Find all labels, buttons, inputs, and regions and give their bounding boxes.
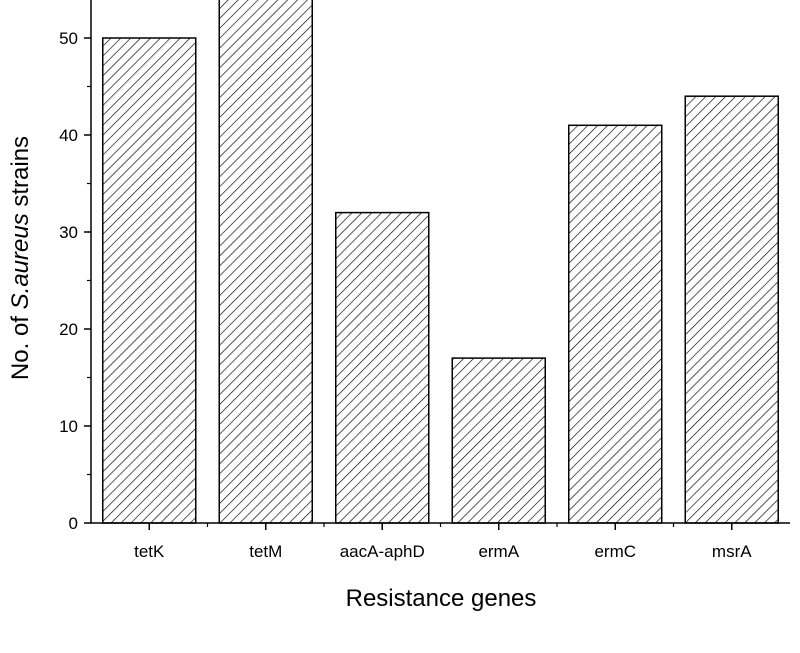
ticks: tetK tetM aacA-aphD ermA ermC msrA 0 10 20 30 40 50 — [59, 29, 752, 561]
y-axis-title-suffix: strains — [7, 136, 34, 213]
x-tick-label: msrA — [712, 542, 752, 561]
bar-aacA-aphD — [335, 211, 430, 524]
x-tick-label: ermA — [478, 542, 519, 561]
x-axis-title: Resistance genes — [346, 585, 537, 612]
x-tick-label: tetK — [134, 542, 165, 561]
y-tick-label: 30 — [59, 223, 78, 242]
bar-tetK — [102, 37, 197, 524]
x-tick-label: tetM — [249, 542, 282, 561]
bar-ermA — [451, 357, 546, 524]
bars — [102, 0, 779, 524]
y-axis-title-prefix: No. of — [7, 309, 34, 380]
y-axis-title-species: S.aureus — [7, 213, 34, 309]
bar-ermC — [568, 124, 663, 524]
x-tick-label: aacA-aphD — [340, 542, 425, 561]
y-tick-label: 20 — [59, 320, 78, 339]
y-tick-label: 10 — [59, 417, 78, 436]
y-axis-title: No. of S.aureus strains — [7, 136, 34, 380]
x-tick-label: ermC — [594, 542, 636, 561]
bar-msrA — [684, 95, 779, 524]
y-tick-label: 40 — [59, 126, 78, 145]
bar-tetM — [218, 0, 313, 524]
y-tick-label: 50 — [59, 29, 78, 48]
y-tick-label: 0 — [69, 514, 78, 533]
